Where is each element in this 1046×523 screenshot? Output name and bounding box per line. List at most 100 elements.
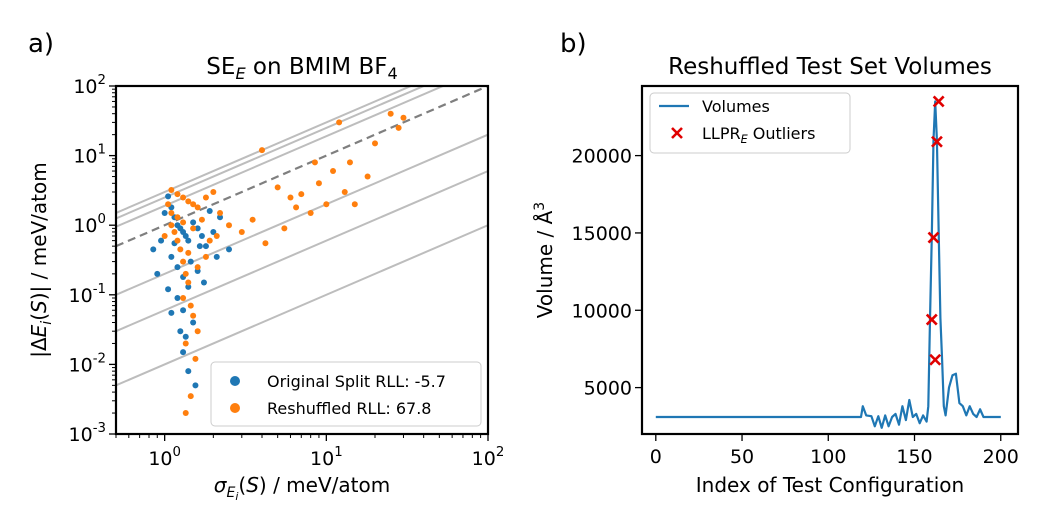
legend-marker-original-split [230, 376, 240, 386]
outlier-marker [931, 135, 943, 148]
point-reshuffled [323, 201, 330, 208]
x-tick-label: 101​ [310, 445, 343, 470]
point-reshuffled [202, 253, 209, 260]
panel-a-title: SEE on BMIM BF4 [206, 54, 397, 83]
point-reshuffled [194, 264, 201, 271]
point-reshuffled [293, 204, 300, 211]
point-original-split [182, 333, 189, 340]
point-reshuffled [187, 302, 194, 309]
point-original-split [187, 258, 194, 265]
x-tick-label: 50 [730, 446, 754, 468]
panel-a-ticks: 100​ 101​ 102​ 10-3​ 10-2​ 10-1​ 100​ 101​ 102​ [69, 73, 505, 470]
cross-stroke [931, 135, 943, 148]
point-original-split [206, 207, 213, 214]
volumes-line [655, 100, 1001, 429]
panel-b-label: b) [560, 29, 587, 59]
legend-label-volumes: Volumes [702, 97, 770, 116]
point-reshuffled [341, 188, 348, 195]
legend-label-outliers: LLPRE Outliers [702, 124, 815, 146]
panel-b: b) Reshuffled Test Set Volumes 0 50 100 150… [532, 29, 1020, 497]
point-reshuffled [174, 237, 181, 244]
point-reshuffled [180, 258, 187, 265]
legend-marker-outliers [671, 127, 683, 139]
point-reshuffled [206, 237, 213, 244]
point-reshuffled [180, 219, 187, 226]
point-original-split [196, 243, 203, 250]
point-reshuffled [190, 225, 197, 232]
reference-line-3 [116, 86, 446, 228]
point-reshuffled [190, 312, 197, 319]
point-reshuffled [330, 168, 337, 175]
point-reshuffled [171, 228, 178, 235]
y-tick-label: 10000 [572, 300, 632, 322]
point-reshuffled [194, 328, 201, 335]
y-tick-label: 100​ [73, 212, 106, 237]
reference-line-0 [116, 224, 488, 387]
point-original-split [180, 349, 187, 356]
point-original-split [180, 307, 187, 314]
cross-stroke [932, 95, 945, 108]
point-reshuffled [182, 340, 189, 347]
outlier-marker [927, 231, 940, 244]
point-reshuffled [274, 184, 281, 191]
y-tick-label: 10-2​ [69, 351, 106, 376]
point-original-split [190, 319, 197, 326]
panel-a-x-axis-label: σEi(S) / meV/atom [214, 473, 390, 503]
point-original-split [168, 309, 175, 316]
point-reshuffled [311, 159, 318, 166]
point-reshuffled [364, 173, 371, 180]
point-reshuffled [346, 159, 353, 166]
point-original-split [198, 232, 205, 239]
point-original-split [182, 232, 189, 239]
point-reshuffled [182, 270, 189, 277]
point-original-split [194, 225, 201, 232]
point-reshuffled [177, 246, 184, 253]
panel-a-scatter-points [150, 110, 407, 417]
point-original-split [154, 270, 161, 277]
legend-marker-reshuffled [230, 403, 240, 413]
panel-a-y-axis-label: |ΔEi(S)| / meV/atom [27, 162, 55, 358]
point-original-split [202, 243, 209, 250]
point-reshuffled [182, 410, 189, 417]
reference-line-5 [116, 86, 414, 214]
panel-b-outlier-markers [925, 95, 945, 366]
cross-stroke [925, 313, 938, 326]
point-original-split [174, 294, 181, 301]
point-original-split [210, 228, 217, 235]
point-original-split [190, 219, 197, 226]
point-reshuffled [281, 225, 288, 232]
point-reshuffled [336, 119, 343, 126]
point-original-split [185, 368, 192, 375]
point-reshuffled [165, 201, 172, 208]
point-reshuffled [194, 204, 201, 211]
point-reshuffled [371, 140, 378, 147]
y-tick-label: 15000 [572, 223, 632, 245]
point-reshuffled [168, 209, 175, 216]
panel-b-volume-line [655, 100, 1001, 429]
point-reshuffled [395, 124, 402, 131]
y-tick-label: 20000 [572, 146, 632, 168]
point-reshuffled [298, 191, 305, 198]
panel-a-axes-frame [114, 84, 490, 436]
point-reshuffled [202, 194, 209, 201]
point-original-split [192, 382, 199, 389]
point-reshuffled [238, 228, 245, 235]
panel-a-legend: Original Split RLL: -5.7 Reshuffled RLL:… [210, 361, 482, 427]
legend-label-original-split: Original Split RLL: -5.7 [267, 372, 446, 391]
point-reshuffled [217, 209, 224, 216]
point-original-split [158, 237, 165, 244]
legend-box [649, 92, 851, 154]
y-tick-label: 102​ [73, 73, 106, 98]
cross-stroke [929, 353, 942, 366]
point-reshuffled [387, 110, 394, 117]
point-original-split [217, 214, 224, 221]
x-tick-label: 100 [810, 446, 846, 468]
outlier-marker [925, 313, 938, 326]
point-reshuffled [161, 232, 168, 239]
y-tick-label: 10-3​ [69, 421, 106, 446]
point-reshuffled [185, 198, 192, 205]
outlier-marker [932, 95, 945, 108]
reference-line-4 [116, 86, 427, 220]
point-original-split [161, 209, 168, 216]
point-reshuffled [262, 240, 269, 247]
